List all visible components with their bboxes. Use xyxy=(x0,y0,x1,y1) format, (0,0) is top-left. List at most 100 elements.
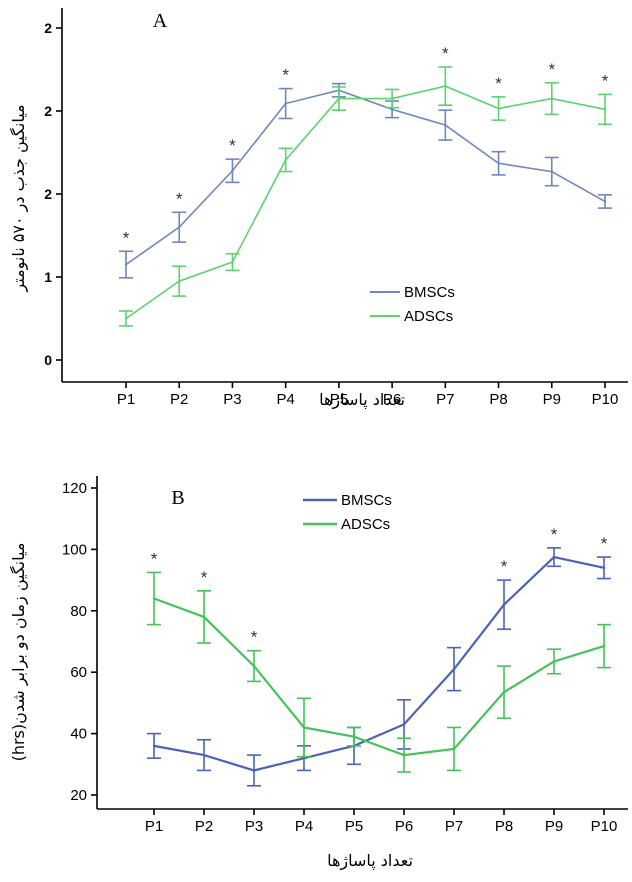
data-point xyxy=(252,769,256,772)
data-point xyxy=(302,726,306,729)
data-point xyxy=(390,108,394,111)
series-line-bmscs xyxy=(125,89,606,266)
x-tick-label: P9 xyxy=(545,818,563,835)
legend-label-bmscs: BMSCs xyxy=(341,492,392,509)
x-axis-title: تعداد پاساژها xyxy=(319,390,405,410)
x-tick-label: P3 xyxy=(223,391,241,408)
y-tick-label: 100 xyxy=(62,541,87,558)
panel-label: A xyxy=(153,10,168,32)
x-axis-title: تعداد پاساژها xyxy=(327,851,413,871)
x-tick-label: P2 xyxy=(195,818,213,835)
data-point xyxy=(497,107,500,110)
x-tick-label: P10 xyxy=(592,391,619,408)
x-tick-label: P2 xyxy=(170,391,188,408)
significance-asterisk: * xyxy=(602,71,609,90)
y-tick-label: 0 xyxy=(44,352,52,368)
y-tick-label: 40 xyxy=(70,726,87,743)
data-point xyxy=(302,756,306,760)
x-tick-label: P4 xyxy=(276,391,294,408)
y-tick-label: 2 xyxy=(44,20,52,36)
data-point xyxy=(178,279,181,283)
significance-asterisk: * xyxy=(501,557,508,576)
data-point xyxy=(337,97,341,100)
significance-asterisk: * xyxy=(548,60,555,79)
chart-b-svg: 20 40 60 80 100 120 P1 P2 P3 P4 P5 P6 P7 P8 P9 P10 * * * * *… xyxy=(9,476,628,871)
x-tick-label: P8 xyxy=(495,818,513,835)
data-point xyxy=(390,97,394,100)
data-point xyxy=(284,158,287,162)
y-axis-title: میانگین جذب در ۵۷۰ نانومتر xyxy=(9,104,29,292)
legend-label-adscs: ADSCs xyxy=(341,516,390,533)
x-tick-label: P1 xyxy=(145,818,163,835)
chart-panel-a: 0 1 2 2 2 P1 P2 P3 P4 P5 P6 P7 P8 P9 P10 * * * * * * * * BMSCs A… xyxy=(0,0,632,420)
data-point xyxy=(252,664,256,668)
significance-asterisk: * xyxy=(495,74,502,93)
legend-label-bmscs: BMSCs xyxy=(404,284,455,301)
data-point xyxy=(124,263,128,266)
significance-asterisk: * xyxy=(601,534,608,553)
x-tick-label: P4 xyxy=(295,818,313,835)
significance-asterisk: * xyxy=(151,549,158,568)
chart-a-svg: 0 1 2 2 2 P1 P2 P3 P4 P5 P6 P7 P8 P9 P10 * * * * * * * * BMSCs A… xyxy=(9,8,628,410)
y-axis-title: میانگین زمان دو برابر شدن(hrs) xyxy=(9,543,29,762)
x-tick-label: P3 xyxy=(245,818,263,835)
data-point xyxy=(152,597,156,600)
data-point xyxy=(444,84,447,88)
significance-asterisk: * xyxy=(229,136,236,155)
data-point xyxy=(402,723,406,726)
x-tick-label: P10 xyxy=(591,818,618,835)
data-point xyxy=(352,735,356,738)
data-point xyxy=(550,97,553,100)
x-tick-label: P5 xyxy=(345,818,363,835)
data-point xyxy=(202,615,206,619)
x-tick-label: P7 xyxy=(445,818,463,835)
y-tick-label: 80 xyxy=(70,603,87,620)
data-point xyxy=(602,644,606,648)
y-tick-label: 20 xyxy=(70,787,87,804)
y-tick-label: 60 xyxy=(70,664,87,681)
data-point xyxy=(497,162,500,165)
data-point xyxy=(550,170,553,173)
significance-asterisk: * xyxy=(123,228,130,247)
data-point xyxy=(178,226,181,229)
data-point xyxy=(124,317,128,320)
x-tick-label: P6 xyxy=(383,391,401,408)
data-point xyxy=(152,744,156,748)
data-point xyxy=(231,260,234,264)
data-point xyxy=(444,123,447,127)
significance-asterisk: * xyxy=(176,189,183,208)
legend-label-adscs: ADSCs xyxy=(404,308,453,325)
series-line-bmscs xyxy=(153,555,605,772)
y-tick-label: 1 xyxy=(44,269,52,285)
x-tick-label: P7 xyxy=(436,391,454,408)
significance-asterisk: * xyxy=(551,525,558,544)
data-point xyxy=(231,169,234,172)
data-point xyxy=(402,753,406,757)
x-tick-label: P1 xyxy=(117,391,135,408)
significance-asterisk: * xyxy=(282,66,289,85)
data-point xyxy=(284,102,287,105)
data-point xyxy=(603,200,607,203)
x-tick-label: P5 xyxy=(330,391,348,408)
significance-asterisk: * xyxy=(251,628,258,647)
y-tick-label: 120 xyxy=(62,480,87,497)
data-point xyxy=(452,667,456,671)
x-tick-label: P8 xyxy=(489,391,507,408)
y-tick-label: 2 xyxy=(44,103,52,119)
data-point xyxy=(602,566,606,570)
series-line-adscs xyxy=(153,597,605,757)
series-line-adscs xyxy=(125,85,606,320)
x-tick-label: P6 xyxy=(395,818,413,835)
significance-asterisk: * xyxy=(442,44,449,63)
significance-asterisk: * xyxy=(201,568,208,587)
data-point xyxy=(603,108,607,111)
data-point xyxy=(452,747,456,751)
y-tick-label: 2 xyxy=(44,186,52,202)
data-point xyxy=(202,753,206,757)
data-point xyxy=(552,660,556,663)
data-point xyxy=(502,690,506,694)
x-tick-label: P9 xyxy=(543,391,561,408)
panel-label: B xyxy=(171,487,184,509)
chart-panel-b: 20 40 60 80 100 120 P1 P2 P3 P4 P5 P6 P7 P8 P9 P10 * * * * *… xyxy=(0,462,632,882)
data-point xyxy=(552,555,556,559)
